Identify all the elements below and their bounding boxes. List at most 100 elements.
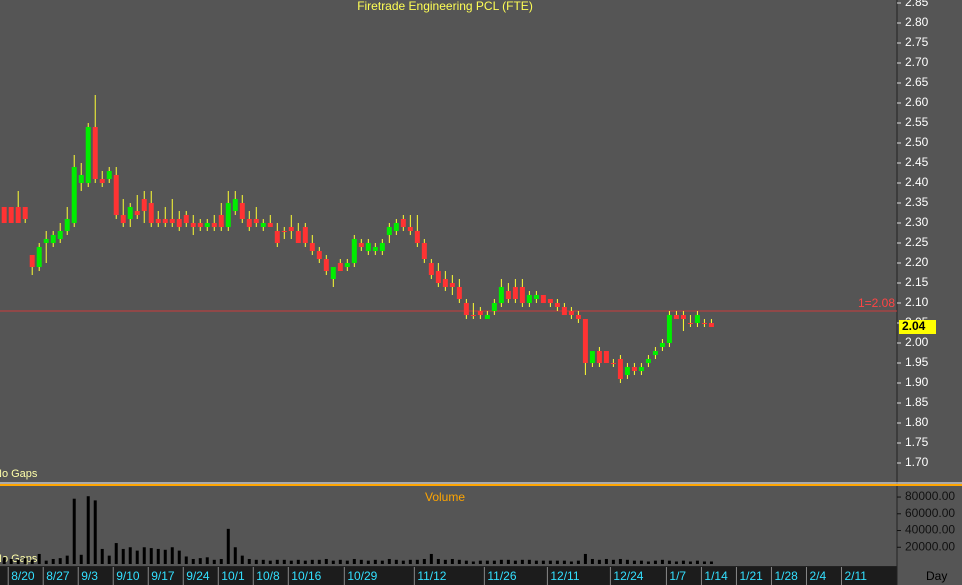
volume-bar bbox=[170, 547, 174, 564]
candle-body bbox=[547, 299, 553, 303]
volume-tick-label: 40000.00 bbox=[905, 523, 955, 537]
volume-bar bbox=[135, 550, 139, 564]
y-tick-label: 2.70 bbox=[905, 55, 929, 69]
candle-body bbox=[295, 231, 301, 243]
candle-body bbox=[659, 343, 665, 347]
volume-bar bbox=[583, 553, 587, 564]
candle-body bbox=[596, 351, 602, 363]
candle-body bbox=[694, 315, 700, 323]
volume-bar bbox=[345, 560, 349, 564]
candle-body bbox=[638, 367, 644, 371]
candle-body bbox=[519, 287, 525, 303]
volume-bar bbox=[387, 558, 391, 564]
candle-body bbox=[155, 219, 161, 223]
y-tick-label: 2.50 bbox=[905, 135, 929, 149]
candle-body bbox=[337, 263, 343, 271]
candle-body bbox=[533, 295, 539, 299]
candle-body bbox=[267, 223, 273, 227]
volume-bar bbox=[219, 558, 223, 564]
candle-body bbox=[141, 199, 147, 211]
y-tick-label: 1.75 bbox=[905, 435, 929, 449]
y-tick-label: 1.85 bbox=[905, 395, 929, 409]
x-tick-label: 10/1 bbox=[221, 569, 245, 583]
volume-bar bbox=[177, 550, 181, 564]
candle-body bbox=[365, 243, 371, 251]
candle-body bbox=[372, 247, 378, 251]
x-tick-label: 2/11 bbox=[844, 569, 867, 583]
last-price-label: 2.04 bbox=[902, 319, 926, 333]
volume-bar bbox=[527, 559, 531, 564]
volume-bar bbox=[471, 561, 475, 564]
volume-bar bbox=[660, 559, 664, 564]
candle-body bbox=[225, 203, 231, 227]
x-tick-label: 2/4 bbox=[809, 569, 826, 583]
candle-body bbox=[617, 359, 623, 379]
volume-bar bbox=[464, 560, 468, 564]
candle-body bbox=[652, 351, 658, 355]
candle-body bbox=[274, 231, 280, 243]
candle-body bbox=[134, 211, 140, 215]
volume-bar bbox=[100, 548, 104, 564]
y-tick-label: 1.95 bbox=[905, 355, 929, 369]
candle-body bbox=[624, 367, 630, 375]
candle-body bbox=[456, 287, 462, 299]
volume-bar bbox=[317, 559, 321, 564]
volume-bar bbox=[331, 560, 335, 564]
volume-bar bbox=[604, 558, 608, 564]
volume-bar bbox=[688, 561, 692, 564]
volume-bar bbox=[380, 560, 384, 564]
candle-body bbox=[575, 315, 581, 319]
volume-bar bbox=[261, 559, 265, 564]
candle-body bbox=[435, 271, 441, 283]
candle-body bbox=[85, 127, 91, 183]
volume-bar bbox=[499, 559, 503, 564]
x-tick-label: 8/27 bbox=[46, 569, 70, 583]
volume-bar bbox=[436, 558, 440, 564]
volume-bar bbox=[65, 555, 69, 564]
candle-body bbox=[8, 207, 14, 223]
x-tick-label: 10/16 bbox=[291, 569, 321, 583]
volume-bar bbox=[23, 558, 27, 564]
candle-body bbox=[498, 287, 504, 303]
candle-body bbox=[78, 175, 84, 183]
candle-body bbox=[288, 227, 294, 231]
y-tick-label: 1.70 bbox=[905, 455, 929, 469]
candle-body bbox=[183, 215, 189, 223]
annotation: No Gaps bbox=[0, 468, 38, 480]
volume-bar bbox=[275, 559, 279, 564]
volume-bar bbox=[485, 560, 489, 564]
volume-bar bbox=[632, 560, 636, 564]
x-tick-label: 11/26 bbox=[487, 569, 516, 583]
x-tick-label: 9/3 bbox=[81, 569, 98, 583]
x-axis-label: Day bbox=[926, 569, 947, 583]
volume-bar bbox=[695, 560, 699, 564]
volume-bar bbox=[618, 558, 622, 564]
volume-bar bbox=[247, 558, 251, 564]
volume-bar bbox=[30, 559, 34, 564]
volume-bar bbox=[415, 559, 419, 564]
last-price-box bbox=[899, 320, 936, 334]
volume-bar bbox=[352, 558, 356, 564]
volume-bar bbox=[569, 561, 573, 564]
candle-body bbox=[57, 231, 63, 239]
candle-body bbox=[400, 219, 406, 227]
volume-bar bbox=[254, 559, 258, 564]
candle-body bbox=[603, 351, 609, 363]
x-tick-label: 10/29 bbox=[347, 569, 377, 583]
volume-tick-label: 60000.00 bbox=[905, 506, 955, 520]
candle-body bbox=[36, 247, 42, 267]
volume-bar bbox=[548, 560, 552, 564]
candle-body bbox=[708, 323, 714, 327]
y-tick-label: 2.45 bbox=[905, 155, 929, 169]
candle-body bbox=[421, 243, 427, 259]
volume-bar bbox=[163, 549, 167, 564]
volume-bar bbox=[366, 560, 370, 564]
volume-bar bbox=[268, 560, 272, 564]
candle-body bbox=[414, 231, 420, 243]
candle-body bbox=[666, 315, 672, 343]
volume-bar bbox=[408, 559, 412, 564]
volume-bar bbox=[44, 560, 48, 564]
volume-bar bbox=[359, 559, 363, 564]
volume-bar bbox=[681, 560, 685, 564]
